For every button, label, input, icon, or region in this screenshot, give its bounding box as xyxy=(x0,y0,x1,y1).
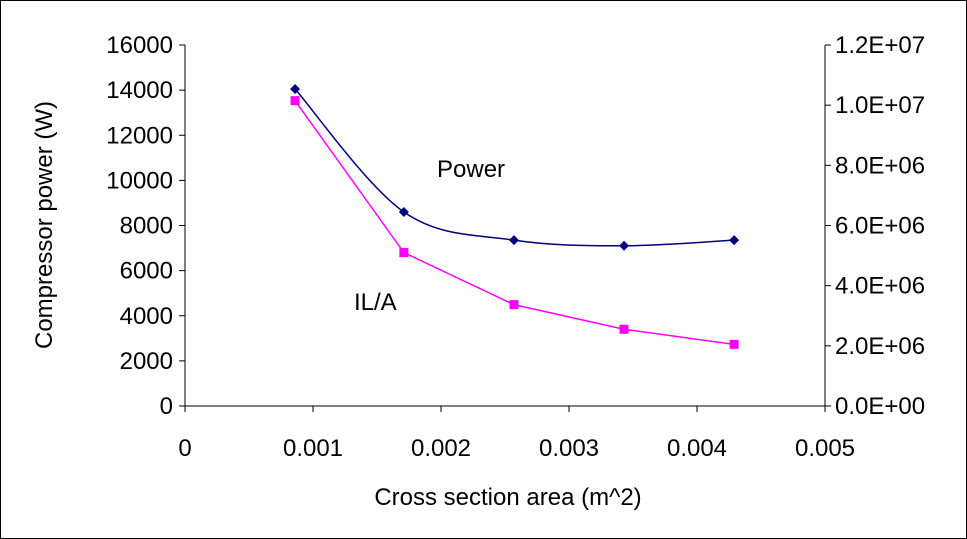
x-tick-label: 0 xyxy=(178,435,191,462)
il-a-data-point xyxy=(509,300,519,310)
series-layer xyxy=(290,83,740,349)
il-a-data-point xyxy=(290,96,300,106)
power-data-point xyxy=(398,206,409,217)
x-tick-label: 0.003 xyxy=(539,435,599,462)
y-tick-label: 12000 xyxy=(106,122,173,149)
y-tick-label: 14000 xyxy=(106,77,173,104)
y-tick-label: 0 xyxy=(160,393,173,420)
x-axis-title: Cross section area (m^2) xyxy=(374,484,641,511)
x-tick-label: 0.004 xyxy=(667,435,727,462)
x-tick-label: 0.002 xyxy=(411,435,471,462)
power-series-annotation: Power xyxy=(437,156,505,183)
y2-tick-label: 6.0E+06 xyxy=(835,213,925,240)
y2-tick-label: 8.0E+06 xyxy=(835,152,925,179)
power-data-point xyxy=(508,235,519,246)
power-data-point xyxy=(619,240,630,251)
y-tick-label: 2000 xyxy=(120,348,173,375)
tick-labels: 0 2000 4000 6000 8000 10000 12000 14000 16000 0.0… xyxy=(106,32,925,462)
y-tick-label: 4000 xyxy=(120,303,173,330)
power-data-point xyxy=(729,235,740,246)
y2-tick-label: 1.2E+07 xyxy=(835,32,925,59)
y-tick-label: 10000 xyxy=(106,167,173,194)
y2-tick-label: 0.0E+00 xyxy=(835,393,925,420)
power-data-point xyxy=(290,83,301,94)
il-a-data-point xyxy=(399,248,409,258)
y2-tick-label: 1.0E+07 xyxy=(835,92,925,119)
il-a-data-point xyxy=(729,339,739,349)
y2-tick-label: 2.0E+06 xyxy=(835,333,925,360)
y-tick-label: 8000 xyxy=(120,213,173,240)
ila-series-annotation: IL/A xyxy=(354,289,397,316)
y2-tick-label: 4.0E+06 xyxy=(835,273,925,300)
axes xyxy=(179,44,831,412)
y-axis-title: Compressor power (W) xyxy=(31,101,58,349)
x-tick-label: 0.005 xyxy=(795,435,855,462)
y-tick-label: 6000 xyxy=(120,258,173,285)
power-series-line xyxy=(294,88,735,247)
x-tick-label: 0.001 xyxy=(283,435,343,462)
il-a-data-point xyxy=(619,324,629,334)
y-tick-label: 16000 xyxy=(106,32,173,59)
